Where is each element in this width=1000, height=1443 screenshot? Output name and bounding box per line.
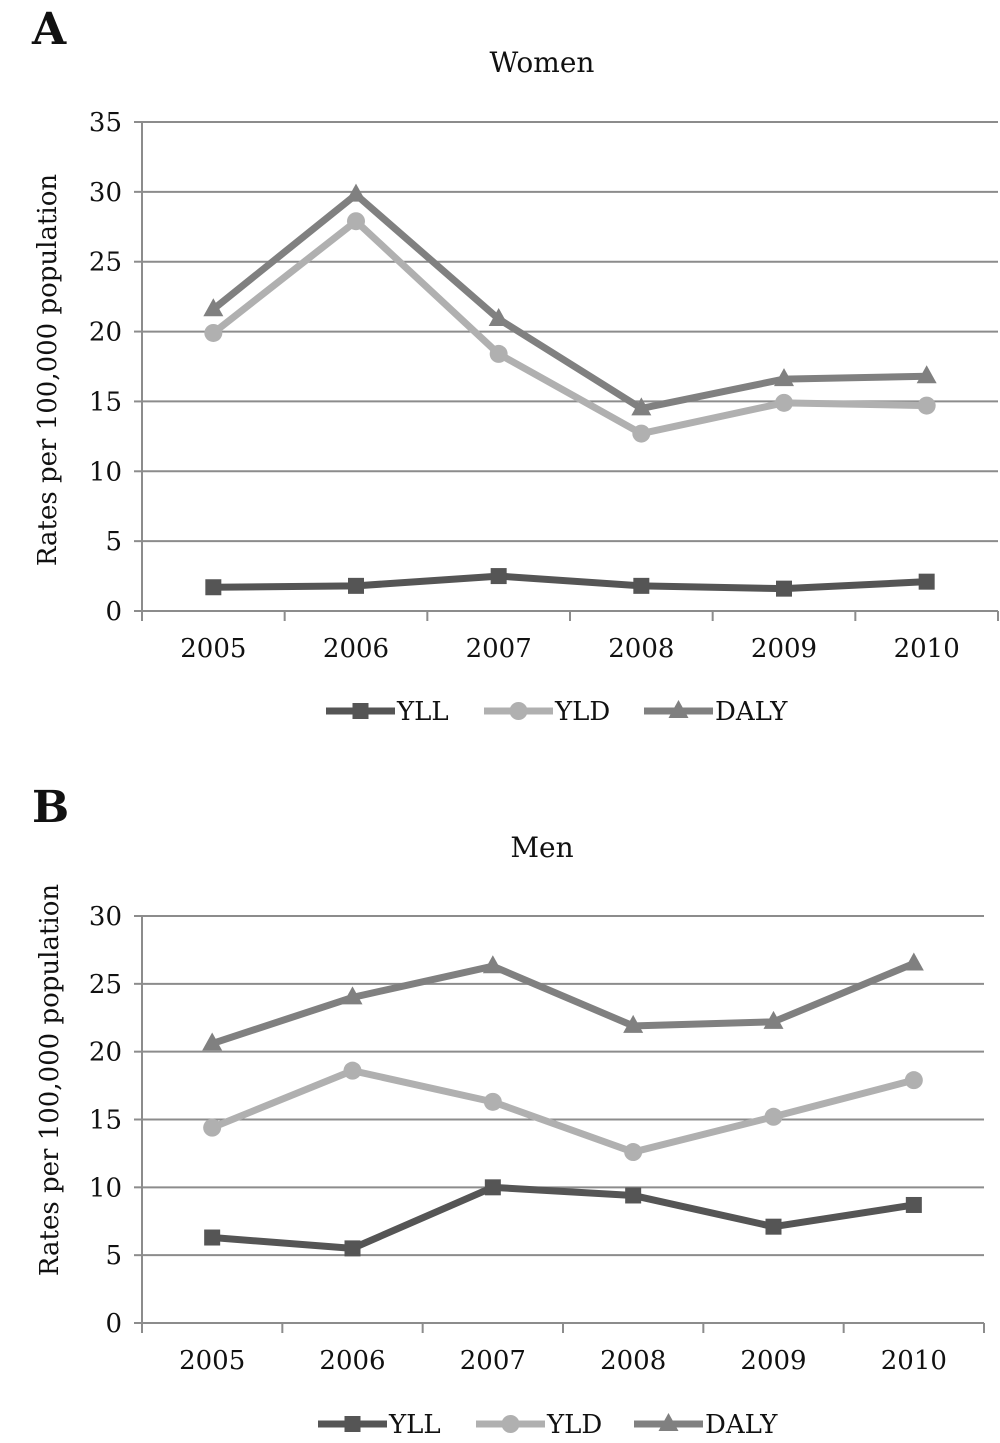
series-line-daly [211, 960, 916, 1047]
legend-label-daly: DALY [715, 697, 788, 727]
y-tick-label-25: 25 [89, 970, 122, 1000]
y-axis-title-women: Rates per 100,000 population [33, 174, 63, 567]
y-tick-label-20: 20 [89, 318, 122, 348]
legend-marker-yll [352, 703, 369, 719]
data-point-yld-2006 [347, 212, 365, 231]
legend-marker-yll [344, 1416, 361, 1432]
legend-marker-yld [509, 702, 528, 720]
data-point-daly-2007 [482, 955, 503, 974]
data-point-daly-2007 [488, 307, 509, 326]
data-point-daly-2008 [631, 397, 652, 416]
data-point-yll-2007 [490, 568, 507, 585]
y-tick-label-10: 10 [89, 1173, 122, 1203]
x-tick-label-2010: 2010 [881, 1346, 947, 1376]
y-tick-label-5: 5 [105, 1241, 122, 1271]
y-tick-label-35: 35 [89, 108, 122, 138]
data-point-yld-2007 [489, 344, 508, 363]
x-tick-label-2010: 2010 [894, 634, 960, 664]
data-point-daly-2009 [763, 1010, 784, 1029]
data-point-daly-2009 [774, 368, 794, 387]
y-axis-title-men: Rates per 100,000 population [35, 884, 65, 1277]
series-line-daly [211, 191, 927, 412]
data-point-yld-2010 [917, 396, 936, 415]
data-point-yld-2005 [203, 1118, 222, 1137]
data-point-yll-2009 [776, 580, 792, 597]
legend-label-yld: YLD [554, 697, 610, 727]
data-point-daly-2005 [203, 298, 224, 317]
data-point-yld-2009 [764, 1107, 783, 1126]
legend-marker-daly [658, 1413, 679, 1431]
y-tick-label-20: 20 [89, 1038, 122, 1068]
data-point-daly-2010 [916, 365, 937, 384]
data-point-daly-2008 [623, 1014, 644, 1033]
data-point-yld-2005 [204, 323, 223, 342]
data-point-yld-2008 [632, 424, 651, 443]
y-tick-label-30: 30 [89, 902, 122, 932]
data-point-yld-2008 [624, 1143, 643, 1162]
series-line-yll [213, 572, 927, 593]
series-line-yll [211, 1183, 915, 1252]
data-point-daly-2010 [903, 952, 924, 971]
legend-label-yll: YLL [388, 1410, 441, 1440]
panel-letter-b: B [32, 782, 69, 833]
y-tick-label-15: 15 [89, 1106, 122, 1136]
chart-title-men: Men [510, 831, 573, 864]
data-point-yll-2005 [204, 1229, 221, 1246]
panel-b-men-chart: B Men Rates per 100,000 population 0 5 10 1… [32, 782, 985, 1440]
legend-marker-yld [501, 1415, 520, 1433]
data-point-yll-2006 [344, 1240, 361, 1257]
x-tick-label-2008: 2008 [608, 634, 674, 664]
x-tick-label-2007: 2007 [460, 1346, 526, 1376]
panel-a-women-chart: A Women Rates per 100,000 population 0 5 1… [31, 4, 999, 727]
data-point-daly-2005 [202, 1032, 223, 1051]
x-tick-label-2009: 2009 [740, 1346, 806, 1376]
series-line-yld [210, 1067, 915, 1156]
y-tick-label-25: 25 [89, 248, 122, 278]
x-tick-label-2005: 2005 [180, 634, 246, 664]
data-point-yld-2007 [483, 1092, 502, 1111]
data-point-yld-2006 [343, 1061, 362, 1080]
x-tick-label-2006: 2006 [323, 634, 389, 664]
data-point-yll-2008 [625, 1187, 642, 1204]
legend-label-daly: DALY [705, 1410, 778, 1440]
data-point-daly-2006 [342, 986, 363, 1005]
x-tick-label-2006: 2006 [319, 1346, 385, 1376]
y-tick-label-10: 10 [89, 457, 122, 487]
data-point-yll-2005 [205, 579, 222, 596]
data-point-yll-2008 [633, 577, 650, 594]
x-tick-label-2008: 2008 [600, 1346, 666, 1376]
x-tick-label-2009: 2009 [751, 634, 817, 664]
legend-label-yll: YLL [396, 697, 449, 727]
data-point-yll-2007 [484, 1179, 501, 1196]
panel-letter-a: A [31, 4, 67, 55]
y-tick-label-5: 5 [105, 527, 122, 557]
y-tick-label-15: 15 [89, 387, 122, 417]
data-point-yld-2010 [904, 1071, 923, 1090]
legend-label-yld: YLD [546, 1410, 602, 1440]
data-point-yll-2009 [765, 1218, 782, 1235]
x-tick-label-2007: 2007 [466, 634, 532, 664]
data-point-yll-2010 [918, 573, 935, 590]
data-point-daly-2006 [346, 183, 366, 202]
y-tick-label-30: 30 [89, 178, 122, 208]
y-tick-label-0: 0 [105, 1309, 122, 1339]
x-tick-label-2005: 2005 [179, 1346, 245, 1376]
legend-marker-daly [668, 700, 689, 718]
chart-title-women: Women [490, 46, 595, 79]
y-tick-label-0: 0 [105, 597, 122, 627]
series-line-yld [211, 217, 927, 438]
data-point-yld-2009 [775, 393, 793, 412]
data-point-yll-2006 [348, 577, 364, 594]
data-point-yll-2010 [905, 1196, 922, 1213]
